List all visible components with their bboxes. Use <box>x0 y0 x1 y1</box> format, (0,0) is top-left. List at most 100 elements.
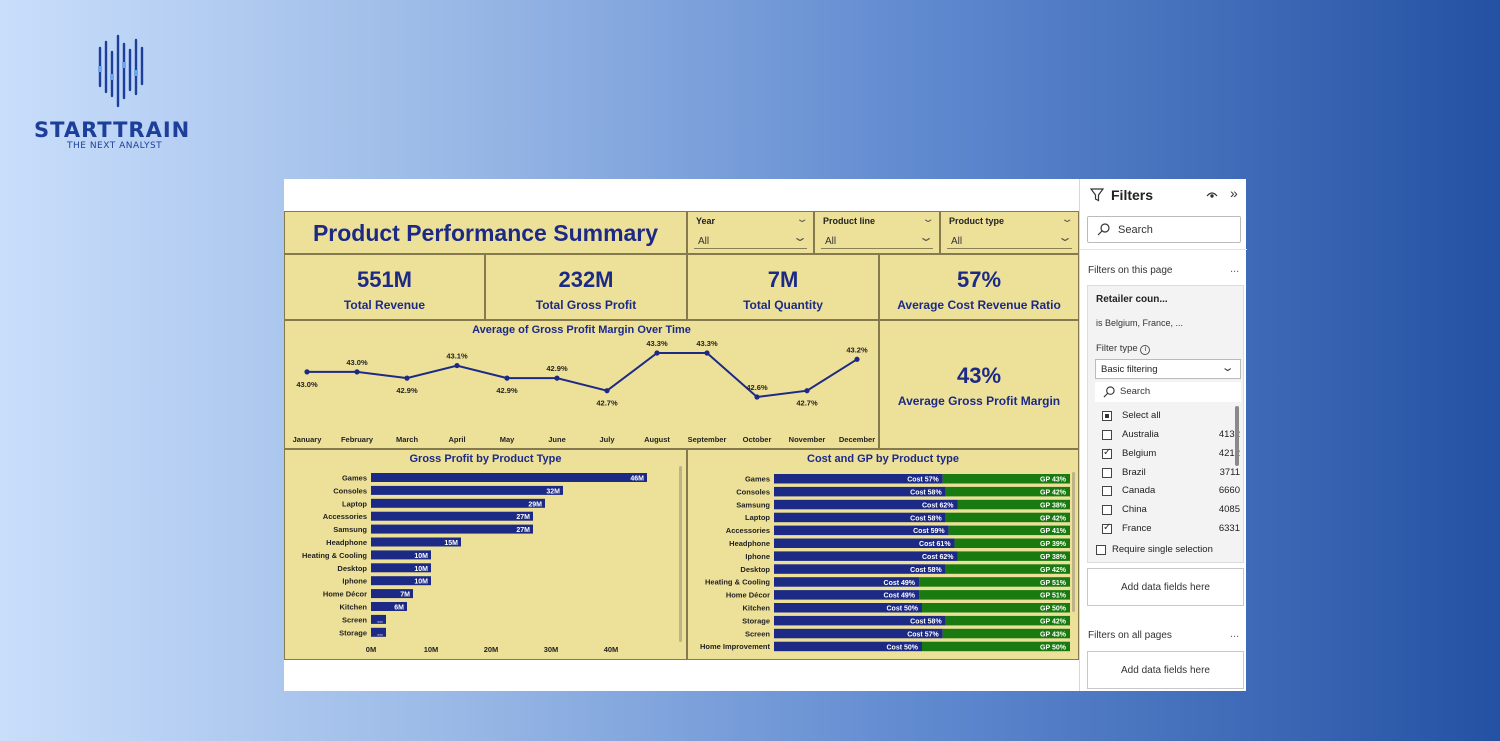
cost-bar <box>774 486 946 497</box>
retailer-country-filter-card: Retailer coun... is Belgium, France, ...… <box>1087 285 1244 563</box>
filter-values-search[interactable]: Search <box>1095 382 1241 402</box>
filter-item-australia[interactable]: Australia 4132 <box>1102 427 1240 445</box>
data-point-july <box>604 388 610 394</box>
filter-type-dropdown[interactable]: Basic filtering ⌄ <box>1095 359 1241 379</box>
filter-item-brazil[interactable]: Brazil 3711 <box>1102 465 1240 483</box>
filter-item-belgium[interactable]: Belgium 4212 <box>1102 446 1240 464</box>
data-label: 15M <box>444 540 458 547</box>
chart-title: Cost and GP by Product type <box>807 453 959 465</box>
more-options-icon[interactable]: ... <box>1230 628 1240 640</box>
data-label: 43.0% <box>346 358 368 367</box>
data-label: GP 43% <box>1040 631 1067 638</box>
filter-item-canada[interactable]: Canada 6660 <box>1102 483 1240 501</box>
item-count: 4085 <box>1218 504 1240 516</box>
line-chart-svg: 43.0% January 43.0% February 42.9% March 43.1%… <box>293 339 876 444</box>
filters-title: Filters <box>1111 187 1154 203</box>
category-label: Home Décor <box>323 590 367 599</box>
item-label: Require single selection <box>1112 544 1213 555</box>
checkbox[interactable] <box>1096 545 1106 555</box>
collapse-pane-icon[interactable]: » <box>1230 185 1238 201</box>
bar-accessories <box>371 511 533 521</box>
slicer-product-line-value[interactable]: All <box>825 236 837 247</box>
x-tick-label: July <box>599 435 615 444</box>
chevron-down-icon[interactable]: ⌄ <box>917 230 935 244</box>
data-label: Cost 62% <box>922 502 954 509</box>
data-point-june <box>554 375 560 381</box>
data-label: Cost 58% <box>910 567 942 574</box>
slicer-product-type[interactable]: Product type ⌄ All ⌄ <box>940 211 1079 254</box>
filter-item-china[interactable]: China 4085 <box>1102 502 1240 520</box>
data-label: 42.7% <box>596 399 618 408</box>
item-label: France <box>1122 523 1152 534</box>
kpi-label: Total Quantity <box>743 298 823 312</box>
filter-card-title[interactable]: Retailer coun... <box>1096 294 1168 305</box>
slicer-year-value[interactable]: All <box>698 236 710 247</box>
x-tick-label: 10M <box>424 645 439 654</box>
item-count: 6331 <box>1218 523 1240 534</box>
data-label: Cost 57% <box>907 477 939 484</box>
require-single-selection[interactable]: Require single selection <box>1096 542 1232 560</box>
scrollbar[interactable] <box>1235 406 1239 466</box>
more-options-icon[interactable]: ... <box>1230 263 1240 275</box>
category-label: Home Décor <box>726 591 770 600</box>
data-label: Cost 61% <box>919 541 951 548</box>
checkbox[interactable] <box>1102 467 1112 478</box>
filter-select-all[interactable]: Select all <box>1102 408 1232 426</box>
data-label: 32M <box>546 488 560 495</box>
data-label: Cost 58% <box>910 490 942 497</box>
checkbox[interactable] <box>1102 411 1112 421</box>
gp-bar <box>919 577 1070 587</box>
category-label: Headphone <box>729 539 770 548</box>
page-title: Product Performance Summary <box>312 220 659 246</box>
data-label: Cost 62% <box>922 554 954 561</box>
data-label: GP 51% <box>1040 593 1067 600</box>
filters-search-input[interactable]: Search <box>1087 216 1241 243</box>
checkbox[interactable] <box>1102 447 1112 459</box>
scrollbar[interactable] <box>679 466 682 642</box>
data-point-april <box>454 362 460 369</box>
category-label: Iphone <box>342 577 367 586</box>
slicer-product-line[interactable]: Product line ⌄ All ⌄ <box>814 211 940 254</box>
data-label: 46M <box>630 476 644 483</box>
data-label: 43.3% <box>646 339 668 348</box>
category-label: Screen <box>745 629 770 638</box>
filter-item-france[interactable]: France 6331 <box>1102 521 1240 539</box>
data-label: 27M <box>516 514 530 521</box>
x-tick-label: May <box>500 435 515 444</box>
cost-bar <box>774 641 922 652</box>
data-label: 42.9% <box>546 364 568 373</box>
stacked-chart-svg: Games Cost 57% GP 43% Consoles Cost 58% GP 42… <box>700 474 1070 652</box>
eye-icon[interactable] <box>1206 190 1218 200</box>
checkbox[interactable] <box>1102 430 1112 440</box>
chart-title: Gross Profit by Product Type <box>409 453 562 465</box>
data-label: 7M <box>400 592 410 599</box>
scrollbar[interactable] <box>1072 472 1075 612</box>
data-label: GP 42% <box>1040 515 1067 522</box>
add-data-fields-all-pages[interactable]: Add data fields here <box>1087 651 1244 689</box>
gp-bar <box>945 564 1070 574</box>
chevron-down-icon[interactable]: ⌄ <box>1056 230 1074 244</box>
add-data-fields-page[interactable]: Add data fields here <box>1087 568 1244 606</box>
slicer-product-type-value[interactable]: All <box>951 236 963 247</box>
x-tick-label: January <box>293 435 323 444</box>
chevron-down-icon[interactable]: ⌄ <box>791 230 809 244</box>
slicer-year[interactable]: Year ⌄ All ⌄ <box>687 211 814 254</box>
checkbox[interactable] <box>1102 505 1112 516</box>
data-label: 42.9% <box>396 386 418 395</box>
checkbox[interactable] <box>1102 522 1112 534</box>
checkbox[interactable] <box>1102 486 1112 497</box>
cost-bar <box>774 538 955 548</box>
kpi-value: 43% <box>956 363 1002 388</box>
gp-bar <box>922 603 1070 613</box>
data-point-november <box>804 388 810 394</box>
gp-bar <box>948 525 1070 536</box>
slicer-product-line-label: Product line <box>823 216 876 226</box>
data-label: Cost 57% <box>907 631 939 638</box>
data-label: 10M <box>414 553 428 560</box>
info-icon[interactable]: i <box>1140 345 1151 355</box>
gpm-line-chart: Average of Gross Profit Margin Over Time… <box>284 320 879 449</box>
x-tick-label: 0M <box>366 645 376 654</box>
category-label: Consoles <box>333 486 367 495</box>
chevron-down-icon: ⌄ <box>795 214 809 225</box>
category-label: Heating & Cooling <box>302 551 367 560</box>
